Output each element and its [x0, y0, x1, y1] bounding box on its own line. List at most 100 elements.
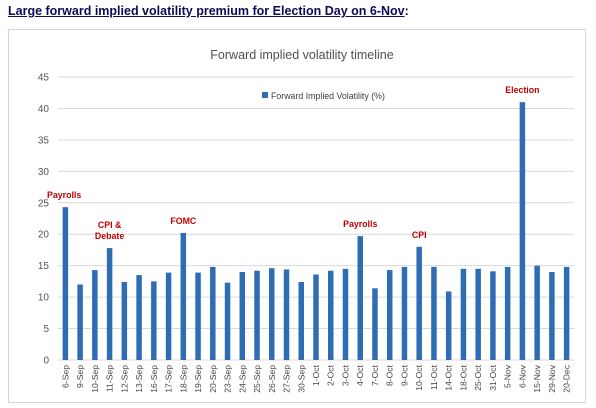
x-tick-label: 18-Sep	[178, 365, 188, 393]
x-tick-label: 8-Oct	[385, 364, 395, 386]
annotations: Payrolls CPI &Debate FOMC Payrolls CPI Electi…	[47, 85, 540, 241]
x-tick-label: 11-Sep	[105, 365, 115, 392]
headline: Large forward implied volatility premium…	[8, 4, 409, 18]
bar	[431, 266, 437, 360]
x-tick-label: 6-Sep	[60, 365, 70, 388]
gridlines	[58, 76, 574, 361]
x-tick-label: 20-Dec	[562, 364, 572, 392]
y-tick-label: 35	[38, 135, 50, 146]
annotation-label: Payrolls	[343, 219, 377, 229]
bar	[269, 268, 275, 360]
bar	[224, 282, 231, 360]
bar	[151, 281, 157, 360]
y-tick-label: 30	[38, 167, 50, 178]
bars	[62, 102, 570, 361]
bar	[504, 266, 511, 360]
bar	[62, 207, 69, 360]
y-tick-label: 0	[43, 356, 49, 367]
annotation-label: FOMC	[170, 216, 197, 226]
bar	[298, 282, 305, 360]
bar	[195, 272, 201, 360]
x-tick-label: 12-Sep	[119, 365, 129, 393]
y-axis-labels: 0 5 10 15 20 25 30 35 40 45	[38, 73, 50, 367]
annotation-label: Payrolls	[47, 190, 81, 200]
bar	[372, 288, 378, 360]
bar	[92, 270, 98, 360]
x-tick-label: 14-Oct	[444, 364, 454, 390]
x-tick-label: 25-Sep	[252, 365, 262, 393]
bar	[445, 291, 452, 360]
y-tick-label: 15	[38, 261, 50, 272]
bar	[327, 270, 334, 360]
headline-suffix: :	[404, 4, 409, 18]
y-tick-label: 45	[38, 73, 50, 84]
headline-text: Large forward implied volatility premium…	[8, 4, 405, 18]
x-tick-label: 9-Sep	[75, 365, 85, 388]
bar	[490, 271, 496, 360]
bar	[239, 271, 246, 360]
x-tick-label: 26-Sep	[267, 365, 277, 393]
bar	[254, 270, 260, 360]
x-tick-label: 3-Oct	[340, 364, 350, 386]
y-tick-label: 20	[38, 230, 50, 241]
x-tick-label: 31-Oct	[488, 364, 498, 390]
x-tick-label: 7-Oct	[370, 364, 380, 386]
legend: Forward Implied Volatility (%)	[262, 91, 385, 101]
x-tick-label: 29-Nov	[547, 364, 557, 392]
bar	[106, 248, 113, 360]
bar	[475, 268, 481, 360]
y-tick-label: 40	[38, 104, 50, 115]
legend-label: Forward Implied Volatility (%)	[271, 91, 385, 101]
bar	[401, 266, 408, 360]
legend-swatch	[262, 92, 268, 98]
annotation-label: CPI &	[98, 220, 122, 230]
x-tick-label: 27-Sep	[282, 365, 292, 393]
x-tick-label: 5-Nov	[503, 364, 513, 388]
x-tick-label: 20-Sep	[208, 365, 218, 393]
x-tick-label: 23-Sep	[223, 365, 233, 393]
x-tick-label: 24-Sep	[237, 365, 247, 393]
bar	[386, 270, 393, 360]
x-tick-label: 16-Sep	[149, 365, 159, 393]
bar	[313, 274, 319, 360]
x-axis-labels: 6-Sep 9-Sep 10-Sep 11-Sep 12-Sep 13-Sep 16-Sep…	[60, 364, 571, 392]
x-tick-label: 13-Sep	[134, 365, 144, 393]
x-tick-label: 6-Nov	[517, 364, 527, 388]
bar	[534, 265, 540, 360]
annotation-label: Debate	[95, 231, 124, 241]
annotation-label: CPI	[412, 230, 427, 240]
x-tick-label: 30-Sep	[296, 365, 306, 393]
y-tick-label: 10	[38, 293, 50, 304]
x-tick-label: 10-Oct	[414, 364, 424, 390]
bar	[549, 271, 555, 360]
bar	[165, 272, 172, 360]
y-tick-label: 5	[43, 324, 49, 335]
x-tick-label: 4-Oct	[355, 364, 365, 386]
bar	[210, 266, 216, 360]
x-tick-label: 11-Oct	[429, 364, 439, 390]
bar	[121, 282, 128, 360]
x-tick-label: 17-Sep	[164, 365, 174, 393]
x-tick-label: 10-Sep	[90, 365, 100, 393]
bar	[460, 268, 467, 360]
x-tick-label: 18-Oct	[458, 364, 468, 390]
bar	[357, 236, 363, 360]
bar	[136, 275, 142, 360]
bar	[519, 102, 526, 361]
x-tick-label: 25-Oct	[473, 364, 483, 390]
x-tick-label: 2-Oct	[326, 364, 336, 386]
annotation-label: Election	[505, 85, 539, 95]
bar	[77, 284, 83, 360]
bar	[416, 246, 422, 360]
x-tick-label: 1-Oct	[311, 364, 321, 386]
chart-title: Forward implied volatility timeline	[210, 48, 393, 62]
y-tick-label: 25	[38, 198, 50, 209]
bar	[563, 266, 570, 360]
x-tick-label: 15-Nov	[532, 364, 542, 392]
chart-container	[8, 29, 586, 403]
x-tick-label: 19-Sep	[193, 365, 203, 393]
x-tick-label: 9-Oct	[399, 364, 409, 386]
bar	[283, 269, 290, 360]
bar	[180, 232, 187, 360]
bar	[342, 268, 349, 360]
